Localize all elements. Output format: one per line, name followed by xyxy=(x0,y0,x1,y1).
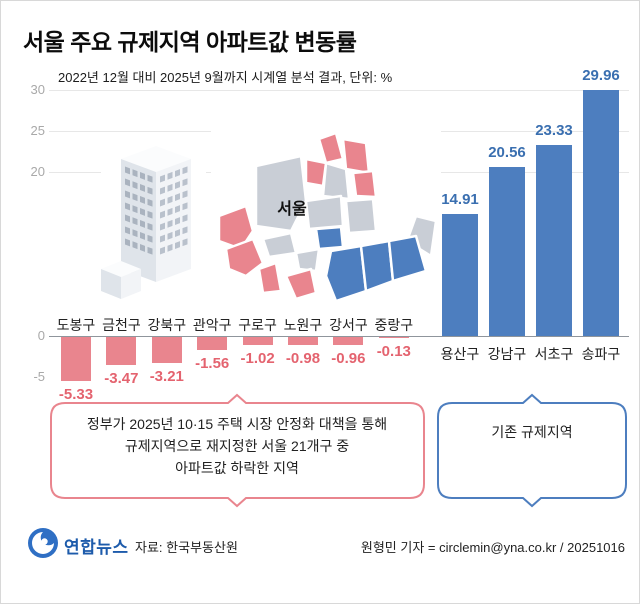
y-tick-label: 20 xyxy=(30,164,45,179)
bar-category-label: 송파구 xyxy=(581,346,621,362)
bar-category-label: 강서구 xyxy=(329,317,368,333)
bar xyxy=(333,337,364,345)
source-text: 자료: 한국부동산원 xyxy=(135,540,238,555)
bar-category-label: 강북구 xyxy=(147,317,187,333)
bar-value-label: 23.33 xyxy=(535,121,573,139)
y-tick-label: 0 xyxy=(37,328,45,343)
yonhap-logo-text: 연합뉴스 xyxy=(64,538,129,557)
y-tick-label: 30 xyxy=(30,82,45,97)
y-tick-label: -5 xyxy=(33,369,45,384)
existing-note-label: 기존 규제지역 xyxy=(491,424,573,440)
page-title: 서울 주요 규제지역 아파트값 변동률 xyxy=(23,29,357,55)
bar-value-label: -3.21 xyxy=(149,368,184,386)
declining-note-line-3: 아파트값 하락한 지역 xyxy=(175,460,299,476)
declining-group-note: 정부가 2025년 10·15 주택 시장 안정화 대책을 통해 규제지역으로 … xyxy=(61,413,413,479)
bar-value-label: 29.96 xyxy=(582,67,620,85)
bar xyxy=(288,337,318,346)
bar-category-label: 중랑구 xyxy=(374,317,414,333)
credit-text: 원형민 기자 = circlemin@yna.co.kr / 20251016 xyxy=(360,540,625,555)
bar-value-label: -0.98 xyxy=(285,350,321,368)
seoul-district-map-illustration: 서울 xyxy=(211,129,441,329)
y-tick-label: 25 xyxy=(30,123,45,138)
bar-category-label: 금천구 xyxy=(102,317,141,333)
bar xyxy=(242,337,273,346)
bar xyxy=(378,337,409,339)
zero-axis-line xyxy=(49,336,629,337)
bar-value-label: 20.56 xyxy=(488,144,526,162)
bar-value-label: -0.13 xyxy=(376,343,411,361)
bar-value-label: -0.96 xyxy=(331,349,366,367)
bar-value-label: -1.56 xyxy=(195,354,230,372)
bar xyxy=(442,213,478,336)
bar-value-label: 14.91 xyxy=(441,190,479,208)
chart-subtitle: 2022년 12월 대비 2025년 9월까지 시계열 분석 결과, 단위: % xyxy=(58,70,393,85)
bar xyxy=(151,337,182,364)
bar xyxy=(106,337,137,366)
existing-group-note: 기존 규제지역 xyxy=(442,421,622,443)
bar xyxy=(489,167,525,336)
bar xyxy=(197,337,228,350)
bar-category-label: 도봉구 xyxy=(56,317,96,333)
bar-category-label: 관악구 xyxy=(192,317,232,333)
bar-value-label: -5.33 xyxy=(58,385,94,403)
existing-group-brace xyxy=(437,393,627,508)
declining-note-line-2: 규제지역으로 재지정한 서울 21개구 중 xyxy=(124,438,350,454)
bar-category-label: 서초구 xyxy=(534,346,574,362)
yonhap-logo-icon xyxy=(28,528,58,558)
bar xyxy=(61,337,91,381)
bar-value-label: -1.02 xyxy=(240,350,275,368)
declining-note-line-1: 정부가 2025년 10·15 주택 시장 안정화 대책을 통해 xyxy=(86,416,388,432)
bar-value-label: -3.47 xyxy=(104,370,139,388)
bar-category-label: 노원구 xyxy=(283,317,323,333)
bar xyxy=(583,90,619,336)
map-label-seoul: 서울 xyxy=(277,200,307,218)
bar-category-label: 용산구 xyxy=(440,346,480,362)
bar xyxy=(536,144,572,336)
office-building-illustration xyxy=(101,141,206,306)
bar-category-label: 구로구 xyxy=(238,317,277,333)
bar-category-label: 강남구 xyxy=(487,346,527,362)
gridline xyxy=(49,90,629,91)
